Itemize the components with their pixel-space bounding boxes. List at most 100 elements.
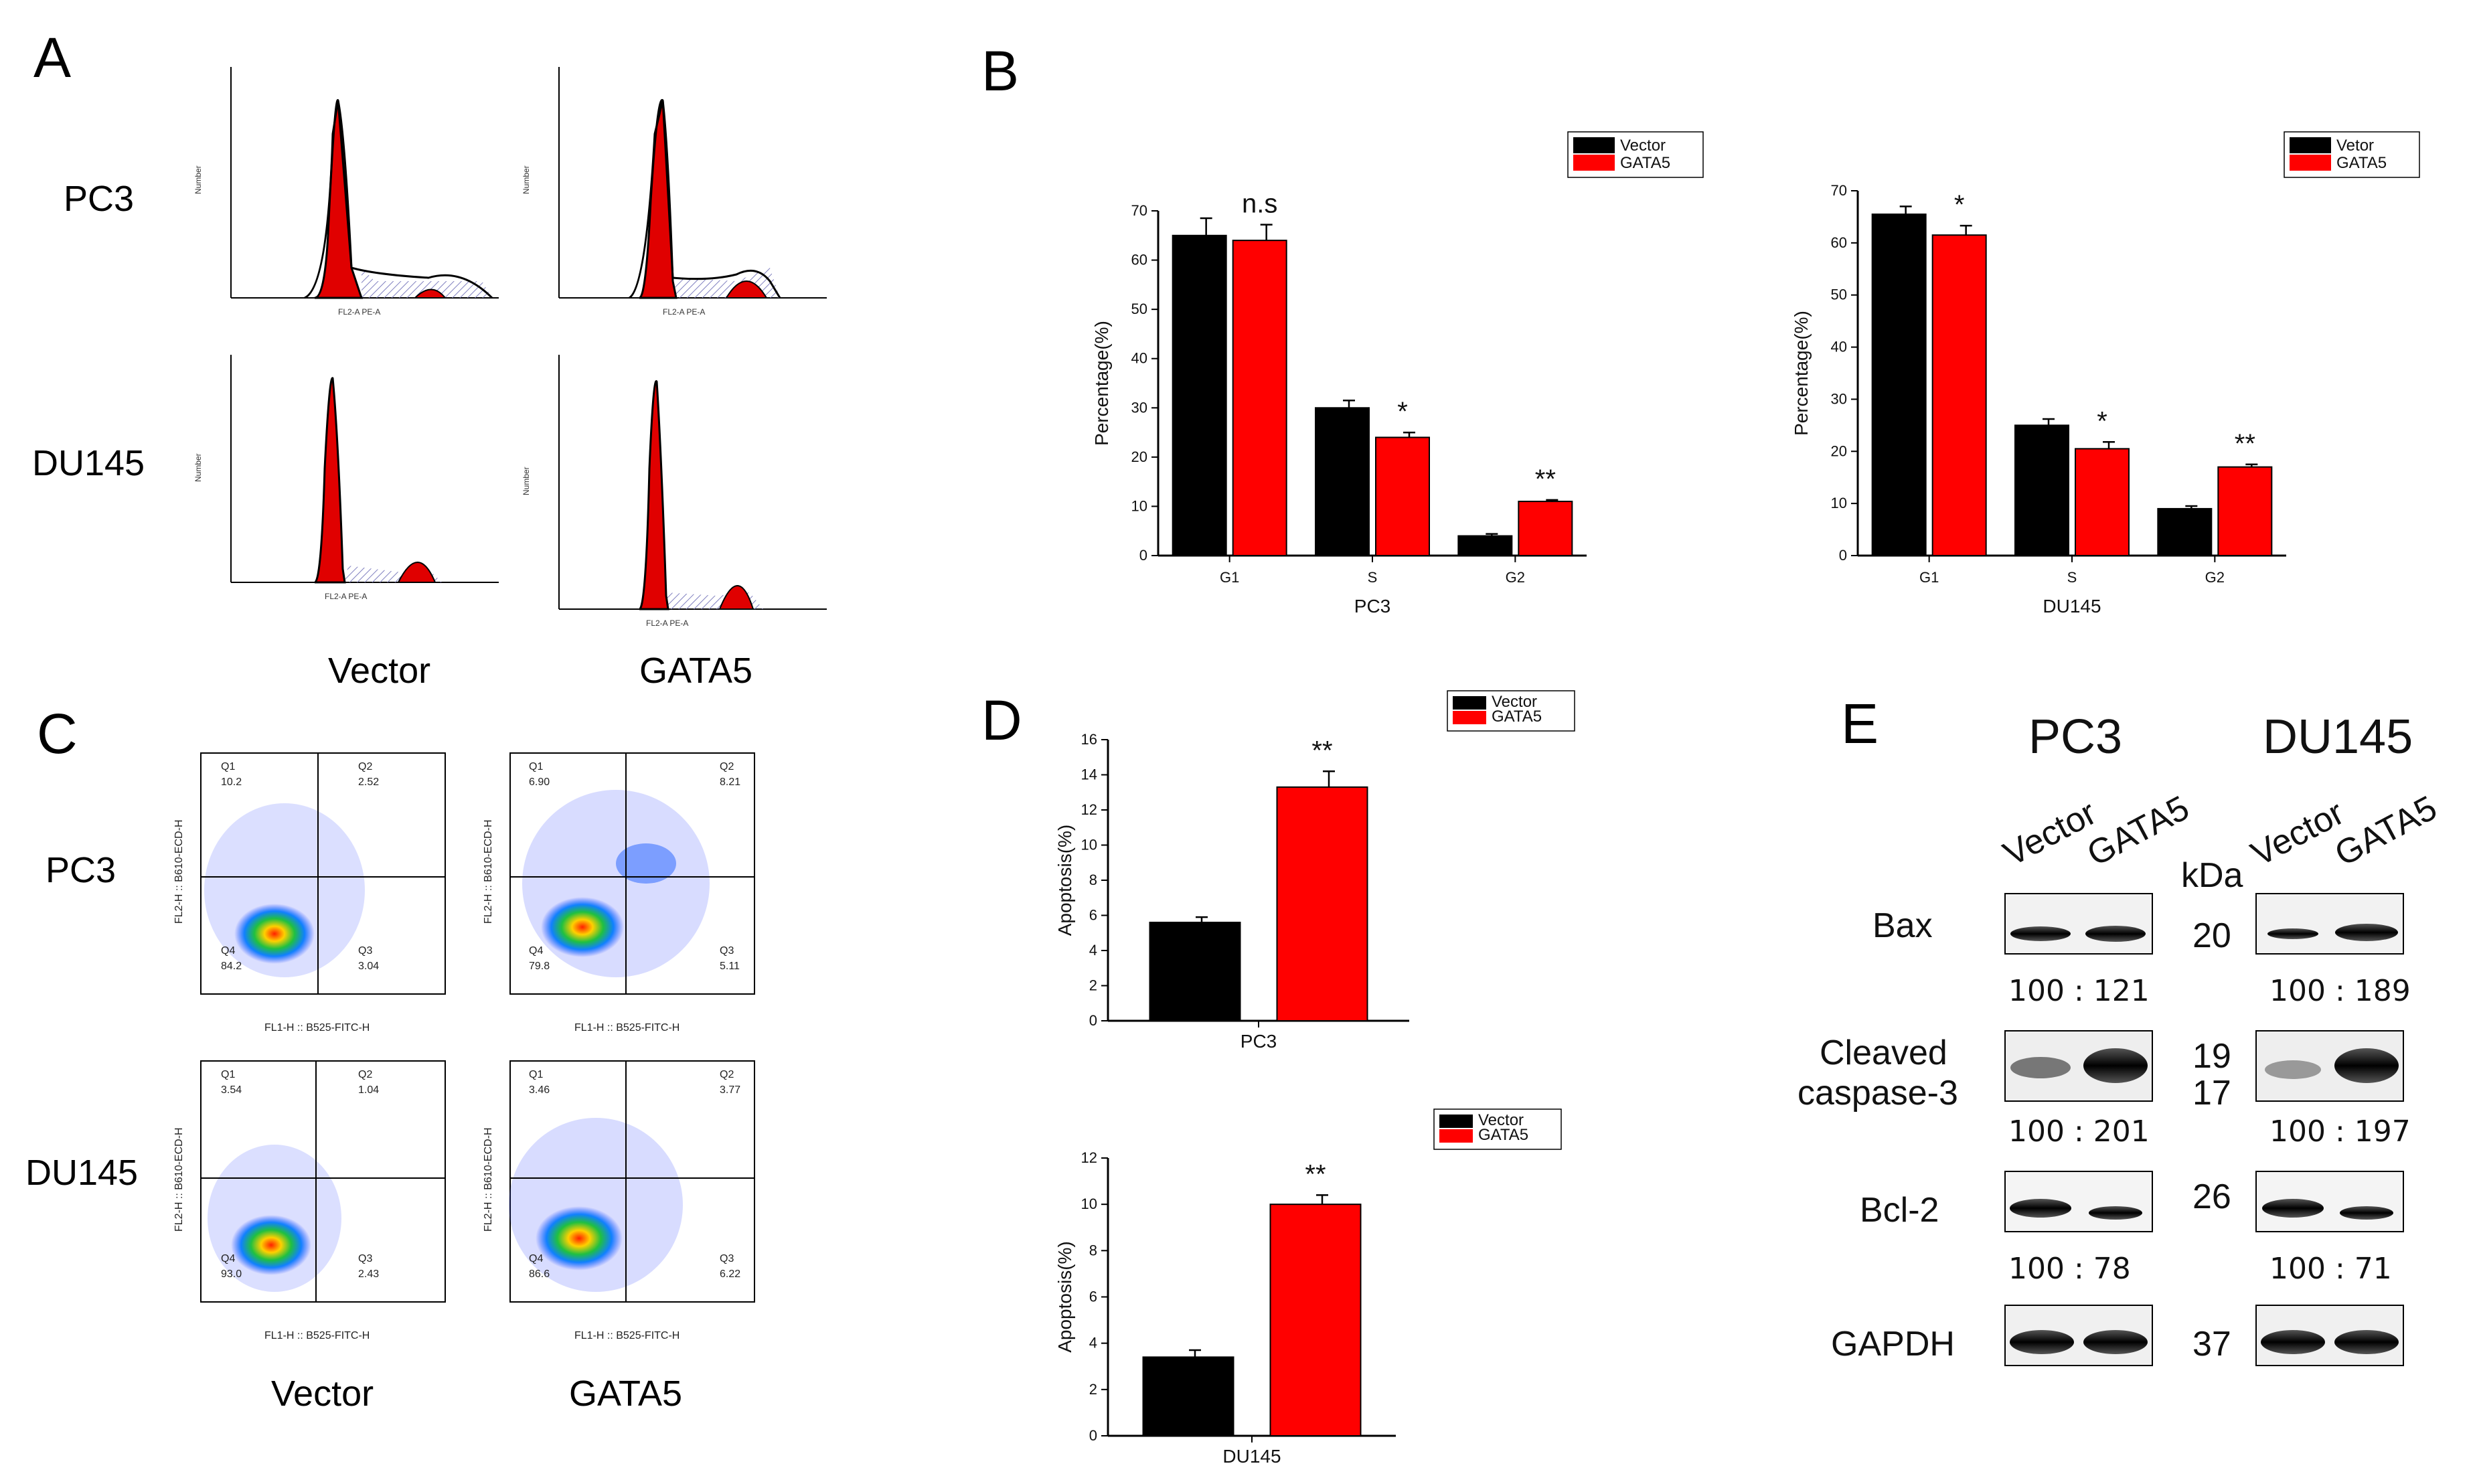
x-axis-label: DU145 [2043, 596, 2101, 616]
svg-text:Q1: Q1 [221, 1069, 235, 1080]
y-tick-label: 40 [1831, 339, 1847, 355]
bar-vector-pc3 [1149, 922, 1241, 1021]
panel-e: PC3 DU145 Vector GATA5 Vector GATA5 kDa … [1798, 710, 2443, 1366]
kda-bcl2: 26 [2192, 1177, 2231, 1216]
panel-label-c: C [37, 702, 78, 765]
significance-label: ** [1535, 465, 1556, 494]
histogram-du145-gata5: FL2-A PE-A Number [522, 355, 827, 628]
y-tick-label: 50 [1831, 286, 1847, 303]
significance-label: * [1954, 190, 1965, 220]
panel-a-col-label-gata5: GATA5 [639, 651, 752, 691]
legend-swatch-vector [1439, 1115, 1473, 1128]
y-axis-label: Percentage(%) [1791, 311, 1812, 436]
bar-vetor-s [2014, 424, 2069, 556]
significance-label: * [2097, 406, 2107, 436]
histogram-du145-gata5-xlabel: FL2-A PE-A [646, 619, 688, 628]
dotplot-du145-vector-ylabel: FL2-H :: B610-ECD-H [173, 1127, 185, 1232]
significance-label: * [1397, 397, 1408, 426]
dotplot-pc3-vector-q4: 84.2 [221, 961, 242, 972]
svg-text:Q3: Q3 [720, 945, 734, 957]
y-tick-label: 0 [1089, 1427, 1097, 1444]
dotplot-du145-vector-q3: 2.43 [358, 1268, 379, 1280]
histogram-pc3-vector: FL2-A PE-A Number [193, 67, 499, 317]
dotplot-pc3-vector: Q1 10.2 Q2 2.52 Q4 84.2 Q3 3.04 FL1-H ::… [173, 752, 446, 1034]
protein-label-bcl2: Bcl-2 [1860, 1191, 1939, 1230]
panel-a-row-label-pc3: PC3 [64, 179, 134, 219]
histogram-du145-vector-ylabel: Number [193, 453, 203, 482]
dotplot-pc3-gata5-q2: 8.21 [720, 776, 740, 788]
blot-bax-pc3 [2004, 893, 2153, 955]
svg-text:Q2: Q2 [720, 761, 734, 772]
bar-gata5-pc3 [1276, 786, 1368, 1021]
y-tick-label: 0 [1839, 547, 1847, 564]
x-tick-label: S [1368, 569, 1378, 586]
dotplot-du145-gata5: Q1 3.46 Q2 3.77 Q4 86.6 Q3 6.22 FL1-H ::… [483, 1060, 755, 1341]
y-tick-label: 12 [1081, 1149, 1097, 1166]
svg-text:Q2: Q2 [358, 761, 372, 772]
bar-vector-g2 [1457, 535, 1513, 556]
y-tick-label: 8 [1089, 1242, 1097, 1258]
legend-label: Vector [1492, 693, 1537, 711]
y-tick-label: 6 [1089, 907, 1097, 924]
ratio-caspase3-pc3: 100 : 201 [2008, 1115, 2150, 1149]
x-tick-label: G2 [2205, 569, 2225, 586]
legend-label: Vector [1478, 1111, 1524, 1129]
dotplot-du145-vector-q2: 1.04 [358, 1084, 379, 1096]
legend-label: GATA5 [1492, 708, 1542, 726]
y-tick-label: 60 [1831, 234, 1847, 251]
legend-label: GATA5 [1620, 154, 1670, 172]
bar-gata5-g2 [2217, 466, 2273, 557]
x-axis-label: PC3 [1241, 1031, 1277, 1052]
dotplot-du145-gata5-q2: 3.77 [720, 1084, 740, 1096]
chart-d-pc3: 0 2 4 6 8 10 12 14 16 Apoptosis(%) ** PC3 VectorGATA… [1054, 690, 1575, 1052]
dotplot-pc3-vector-ylabel: FL2-H :: B610-ECD-H [173, 819, 185, 924]
y-tick-label: 0 [1139, 547, 1147, 564]
kda-header: kDa [2181, 856, 2243, 895]
bar-gata5-g1 [1931, 234, 1987, 556]
dotplot-pc3-vector-q1: 10.2 [221, 776, 242, 788]
chart-b-du145: 0 10 20 30 40 50 60 70 Percentage(%) * G1 * S ** G2 DU1… [1791, 131, 2420, 616]
panel-label-d: D [981, 689, 1022, 752]
y-tick-label: 70 [1831, 182, 1847, 199]
kda-gapdh: 37 [2192, 1325, 2231, 1364]
y-tick-label: 2 [1089, 1381, 1097, 1398]
bar-vector-s [1315, 407, 1370, 556]
y-tick-label: 16 [1081, 731, 1097, 748]
significance-label: ** [1305, 1159, 1326, 1189]
dotplot-pc3-vector-xlabel: FL1-H :: B525-FITC-H [264, 1022, 370, 1034]
svg-text:Q4: Q4 [529, 945, 543, 957]
y-tick-label: 20 [1131, 448, 1147, 465]
bar-charts: 010203040506070Percentage(%)n.sG1*S**G2P… [1054, 131, 2420, 1467]
histogram-pc3-gata5-xlabel: FL2-A PE-A [663, 307, 705, 317]
y-tick-label: 10 [1831, 495, 1847, 511]
dotplot-du145-gata5-q3: 6.22 [720, 1268, 740, 1280]
y-tick-label: 2 [1089, 977, 1097, 994]
panel-a-row-label-du145: DU145 [32, 443, 145, 483]
protein-label-cleaved: Cleaved [1820, 1034, 1947, 1072]
y-tick-label: 14 [1081, 766, 1097, 783]
dotplot-pc3-vector-q3: 3.04 [358, 961, 379, 972]
bar-gata5-s [2075, 448, 2130, 557]
bar-gata5-du145 [1269, 1204, 1362, 1436]
legend-label: Vector [1620, 137, 1666, 155]
bar-vetor-g1 [1871, 214, 1927, 556]
lane-label-pc3-vector: Vector [1997, 793, 2102, 874]
dotplot-du145-vector-q4: 93.0 [221, 1268, 242, 1280]
kda-bax: 20 [2192, 916, 2231, 955]
histogram-pc3-vector-ylabel: Number [193, 165, 203, 194]
lane-label-du145-vector: Vector [2245, 793, 2350, 874]
x-tick-label: G1 [1919, 569, 1939, 586]
panel-label-e: E [1841, 692, 1879, 755]
significance-label: n.s [1242, 189, 1277, 219]
dotplot-pc3-gata5-q1: 6.90 [529, 776, 550, 788]
ratio-bax-pc3: 100 : 121 [2008, 974, 2150, 1008]
legend-label: Vetor [2336, 137, 2374, 155]
svg-text:Q3: Q3 [358, 945, 372, 957]
svg-text:Q4: Q4 [221, 1253, 235, 1264]
panel-c-row-label-du145: DU145 [25, 1153, 138, 1193]
x-tick-label: G1 [1220, 569, 1239, 586]
y-tick-label: 40 [1131, 350, 1147, 367]
blot-header-pc3: PC3 [2028, 710, 2122, 764]
